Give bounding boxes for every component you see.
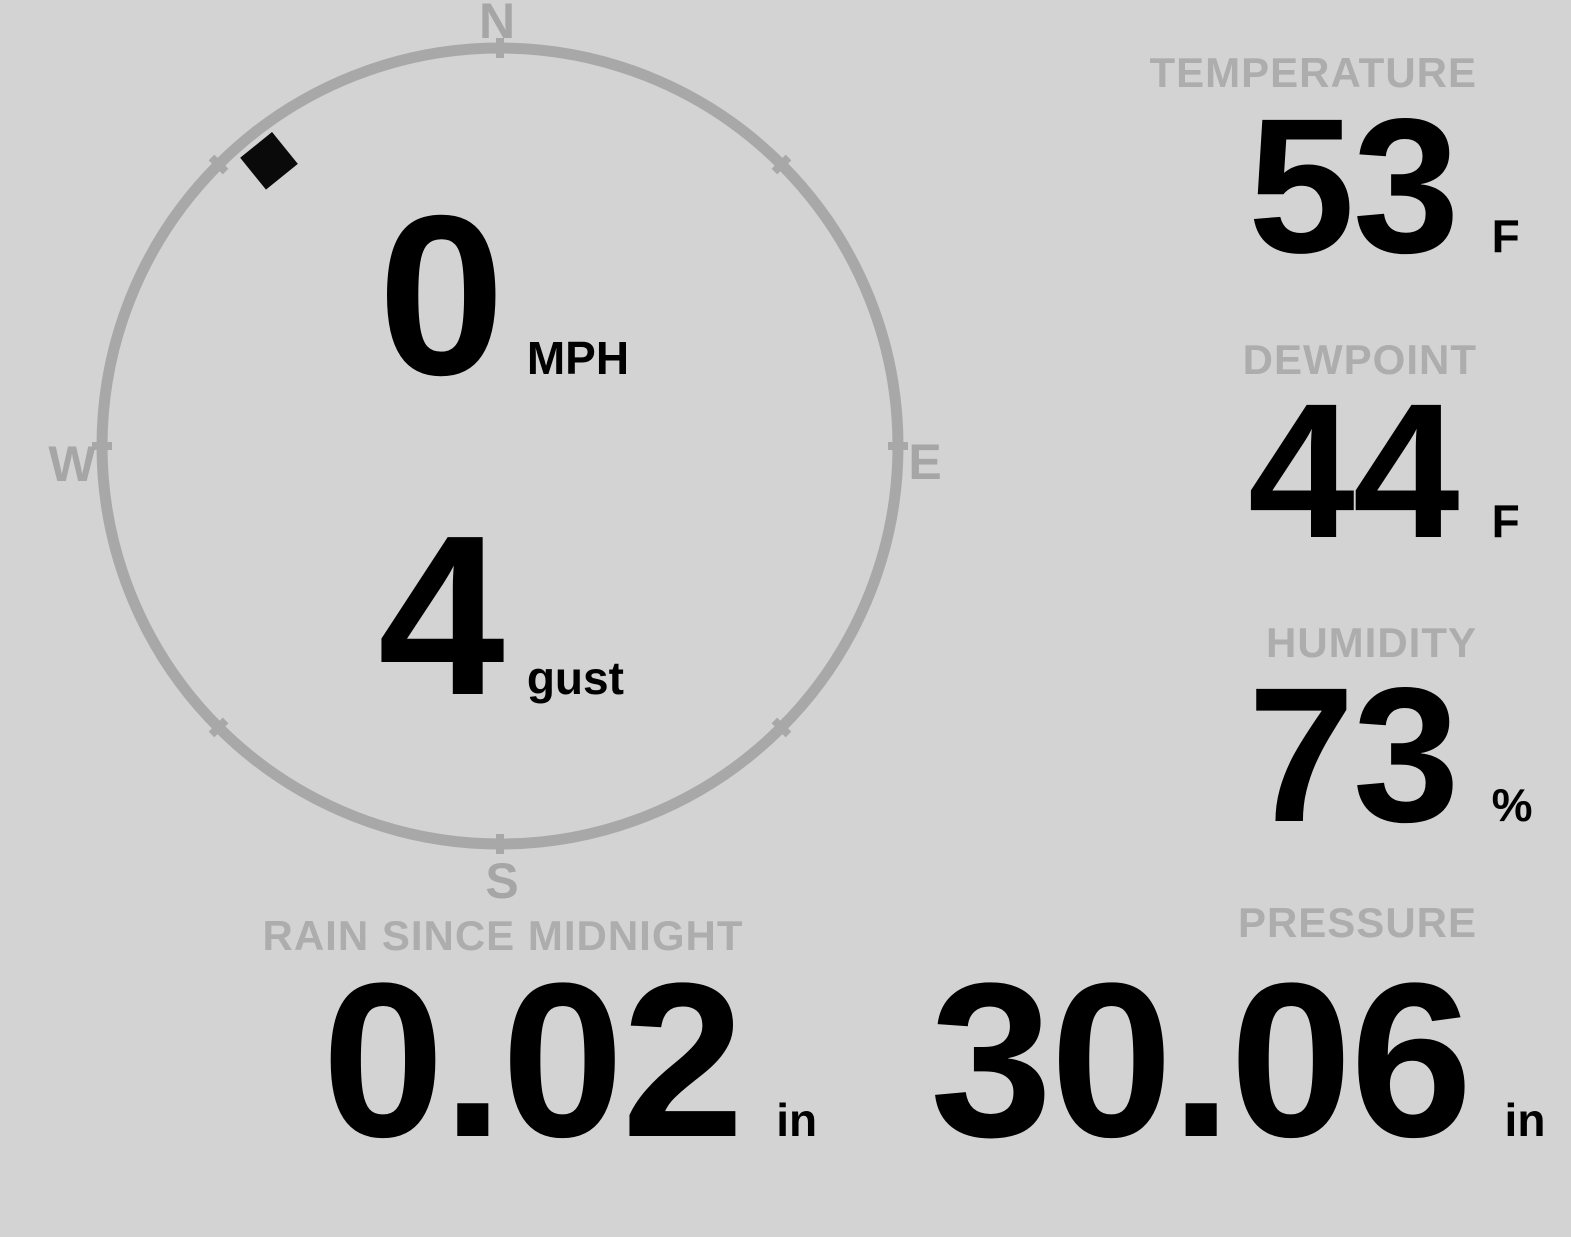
humidity-value: 73	[1248, 647, 1460, 862]
dewpoint-unit: F	[1491, 495, 1520, 547]
wind-speed-value: 0	[378, 169, 505, 423]
temperature-value: 53	[1248, 78, 1460, 293]
temperature-unit: F	[1491, 210, 1520, 262]
cardinal-east-label: E	[908, 434, 942, 490]
pressure-value: 30.06	[930, 937, 1473, 1183]
compass-tick-nw	[208, 154, 229, 175]
humidity-unit: %	[1491, 779, 1533, 831]
pressure-unit: in	[1504, 1094, 1546, 1146]
compass-tick-se	[771, 717, 792, 738]
wind-direction-marker	[240, 131, 298, 190]
rain-since-midnight-value: 0.02	[322, 937, 744, 1183]
pressure-label: PRESSURE	[1237, 899, 1477, 946]
rain-since-midnight-readout: 0.02 in	[322, 950, 817, 1170]
wind-gust-readout: 4 gust	[378, 502, 624, 730]
compass-tick-ne	[771, 154, 792, 175]
wind-compass	[92, 38, 908, 854]
pressure-readout: 30.06 in	[930, 950, 1545, 1170]
humidity-label: HUMIDITY	[1266, 619, 1477, 666]
dewpoint-readout: 44 F	[1248, 375, 1520, 567]
cardinal-north-label: N	[478, 0, 516, 49]
dewpoint-value: 44	[1248, 363, 1460, 578]
cardinal-west-label: W	[48, 436, 96, 492]
rain-since-midnight-unit: in	[776, 1094, 818, 1146]
compass-ticks	[92, 38, 908, 854]
wind-speed-readout: 0 MPH	[378, 182, 629, 410]
humidity-readout: 73 %	[1248, 659, 1532, 851]
wind-gust-value: 4	[378, 489, 505, 743]
temperature-readout: 53 F	[1248, 90, 1520, 282]
wind-gust-unit: gust	[526, 652, 624, 704]
compass-tick-sw	[208, 717, 229, 738]
wind-speed-unit: MPH	[526, 332, 630, 384]
temperature-label: TEMPERATURE	[1149, 49, 1477, 96]
dewpoint-label: DEWPOINT	[1242, 336, 1477, 383]
cardinal-south-label: S	[485, 853, 519, 909]
rain-since-midnight-label: RAIN SINCE MIDNIGHT	[262, 912, 744, 959]
